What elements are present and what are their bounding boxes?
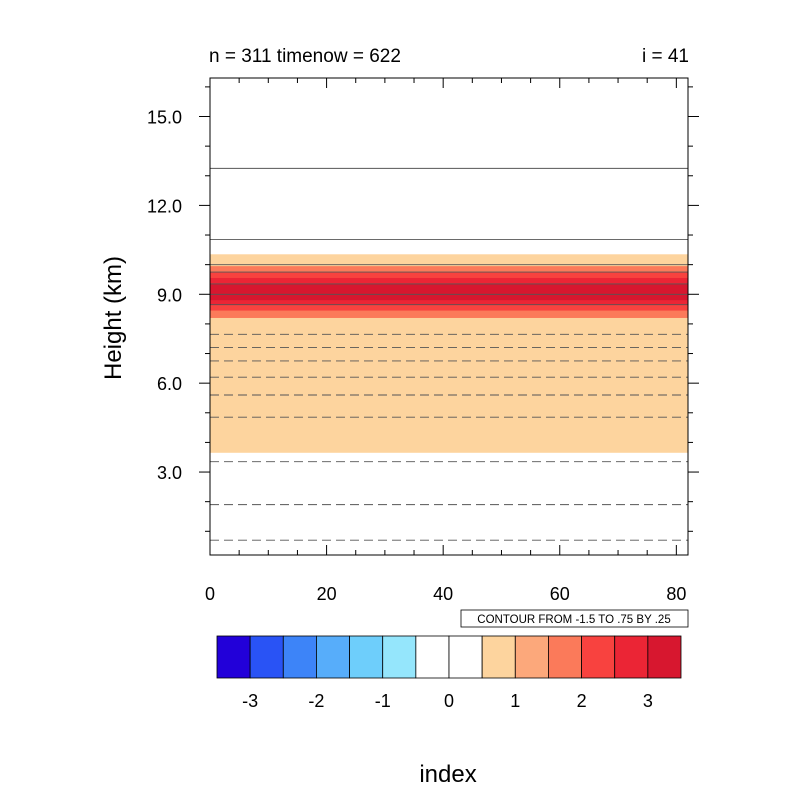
y-tick-label: 15.0 <box>147 108 182 128</box>
x-tick-label: 60 <box>550 584 570 604</box>
colorbar-tick-label: 1 <box>510 691 520 711</box>
contour-lines <box>210 167 688 541</box>
y-tick-label: 6.0 <box>157 374 182 394</box>
x-tick-label: 80 <box>666 584 686 604</box>
colorbar-box-3 <box>316 635 350 679</box>
x-tick-label: 40 <box>433 584 453 604</box>
y-tick-label: 3.0 <box>157 463 182 483</box>
plot-frame <box>209 77 689 556</box>
colorbar-box-5 <box>382 635 417 679</box>
colorbar-tick-label: -3 <box>242 691 258 711</box>
colorbar-box-10 <box>548 635 582 679</box>
title-right: i = 41 <box>642 46 689 67</box>
contour-info-box: CONTOUR FROM -1.5 TO .75 BY .25 <box>460 609 689 628</box>
colorbar-tick-labels: -3 -2 -1 0 1 2 3 <box>242 691 653 711</box>
colorbar-label: index <box>419 761 476 788</box>
y-axis-label: Height (km) <box>100 256 127 380</box>
colorbar-box-7 <box>448 635 483 679</box>
colorbar-tick-label: 0 <box>444 691 454 711</box>
y-tick-labels: 3.0 6.0 9.0 12.0 15.0 <box>147 108 182 484</box>
x-tick-label: 20 <box>317 584 337 604</box>
colorbar-tick-label: 3 <box>643 691 653 711</box>
colorbar-tick-label: 2 <box>577 691 587 711</box>
axis-ticks <box>199 78 699 555</box>
y-tick-label: 9.0 <box>157 285 182 305</box>
fill-bands <box>210 254 688 453</box>
contour-info-text: CONTOUR FROM -1.5 TO .75 BY .25 <box>477 614 670 626</box>
colorbar-box-6 <box>415 635 450 679</box>
x-tick-label: 0 <box>205 584 215 604</box>
colorbar-tick-label: -2 <box>308 691 324 711</box>
colorbar-box-8 <box>481 635 516 679</box>
colorbar-box-11 <box>581 635 616 679</box>
colorbar-box-13 <box>647 635 682 679</box>
colorbar-box-12 <box>614 635 649 679</box>
fill-band-4 <box>210 283 688 301</box>
colorbar-tick-label: -1 <box>375 691 391 711</box>
colorbar-box-1 <box>249 635 284 679</box>
colorbar <box>216 635 682 679</box>
colorbar-box-4 <box>349 635 384 679</box>
colorbar-box-0 <box>216 635 251 679</box>
colorbar-box-9 <box>514 635 549 679</box>
title-left: n = 311 timenow = 622 <box>209 46 401 67</box>
x-tick-labels: 0 20 40 60 80 <box>205 584 686 604</box>
colorbar-box-2 <box>282 635 317 679</box>
y-tick-label: 12.0 <box>147 196 182 216</box>
